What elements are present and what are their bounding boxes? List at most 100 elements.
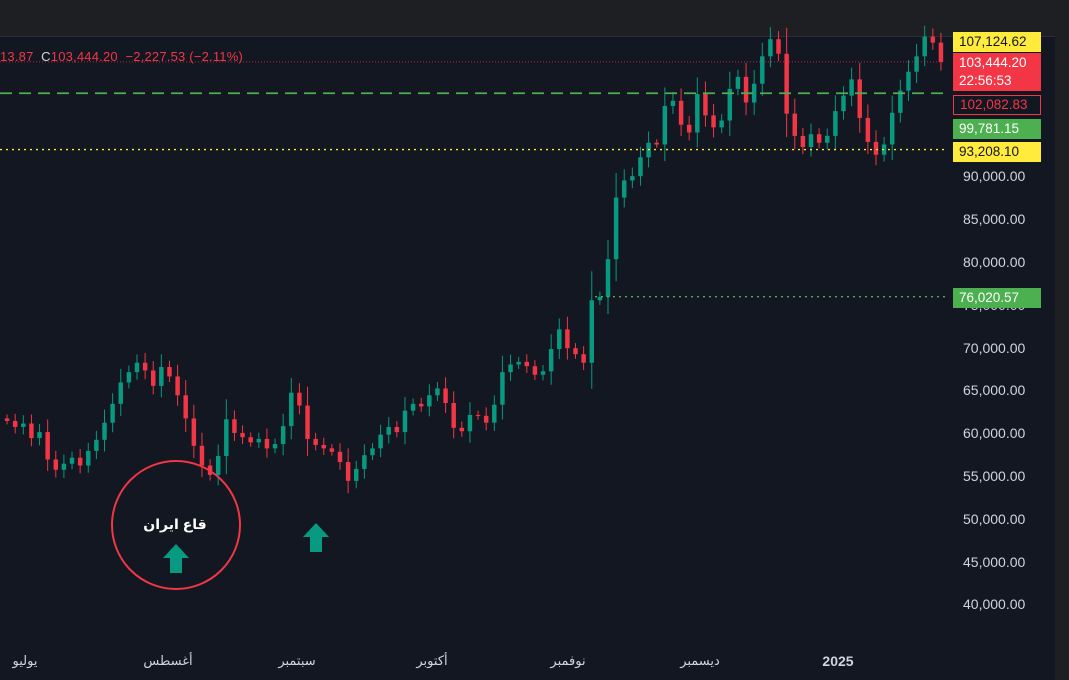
candle-body [833,111,838,136]
candle-body [159,367,164,386]
candle-body [37,432,42,439]
top-toolbar [0,0,1069,37]
candle-body [53,459,59,470]
candle-body [889,112,895,145]
candle-body [776,39,781,54]
candle-body [914,56,919,72]
candle-body [410,403,416,411]
candle-body [638,157,643,177]
candle-body [760,56,765,84]
candle-body [938,42,944,62]
candle-body [224,419,229,457]
close-label: C [41,49,51,64]
candle-body [816,134,822,143]
candle-body [61,463,67,470]
candle-body [695,93,700,133]
candle-body [305,405,310,439]
candle-body [557,329,562,350]
candle-body [800,135,806,148]
candle-body [849,79,854,96]
candle-body [613,197,619,260]
candle-body [686,124,692,133]
candle-body [857,79,862,118]
candle-body [45,432,50,460]
candle-body [703,93,708,116]
candle-body [134,362,140,373]
x-tick: أغسطس [143,653,193,668]
y-tick: 55,000.00 [963,468,1026,484]
candle-body [370,448,375,456]
x-tick: أكتوبر [416,653,448,668]
candle-body [768,39,773,57]
candle-body [589,300,594,363]
candle-body [215,456,221,475]
candle-body [102,422,107,440]
candle-body [711,115,716,128]
candle-body [492,404,497,423]
candle-body [199,445,205,466]
candle-body [792,113,798,136]
candle-body [313,438,318,445]
candle-body [524,361,530,367]
candle-body [751,83,757,103]
candle-body [678,100,684,125]
candle-body [110,403,115,423]
green-line-price-tag: 99,781.15 [953,119,1041,139]
low-line-price-tag: 76,020.57 [953,288,1041,308]
candle-body [443,388,448,403]
candle-body [881,144,887,155]
candle-body [825,135,830,143]
candle-body [727,88,733,121]
candle-body [621,180,627,198]
x-tick: يوليو [12,653,38,668]
candle-body [565,329,570,349]
yellow-line-price-tag: 93,208.10 [953,142,1041,162]
price-change: −2,227.53 (−2.11%) [125,49,244,64]
candle-body [898,90,903,113]
close-value: 103,444.20 [50,49,118,64]
x-tick: 2025 [822,653,854,669]
candle-body [69,457,75,464]
y-tick: 85,000.00 [963,211,1026,227]
candle-body [354,468,359,481]
arrow-up-icon [163,544,189,573]
candle-body [378,434,383,449]
candle-body [77,457,83,466]
candle-body [29,423,34,439]
candle-body [118,382,123,404]
candle-body [394,426,400,433]
candle-body [12,420,18,427]
candle-body [581,354,586,363]
candle-body [4,418,10,421]
candle-body [922,36,927,57]
candle-body [743,76,749,103]
candle-body [191,418,197,446]
candle-body [126,372,132,383]
candle-body [605,259,611,297]
candle-body [654,142,659,145]
candle-body [573,348,578,355]
candle-body [808,134,814,148]
y-tick: 65,000.00 [963,382,1026,398]
candle-body [841,95,846,112]
candle-body [451,402,456,428]
y-tick: 80,000.00 [963,254,1026,270]
annotation-label: قاع ايران [143,516,207,532]
candle-body [289,392,294,427]
candle-body [906,71,911,91]
candle-body [264,438,270,449]
y-tick: 60,000.00 [963,425,1026,441]
candle-body [21,423,26,427]
candle-body [232,419,237,433]
candle-body [427,395,432,407]
candle-body [167,367,172,377]
candle-body [321,444,327,449]
candle-body [662,105,668,145]
candle-body [630,176,635,181]
candle-body [735,76,741,89]
arrow-up-icon [303,523,329,552]
candle-body [183,395,188,419]
candle-body [516,361,521,365]
candle-body [297,392,302,406]
